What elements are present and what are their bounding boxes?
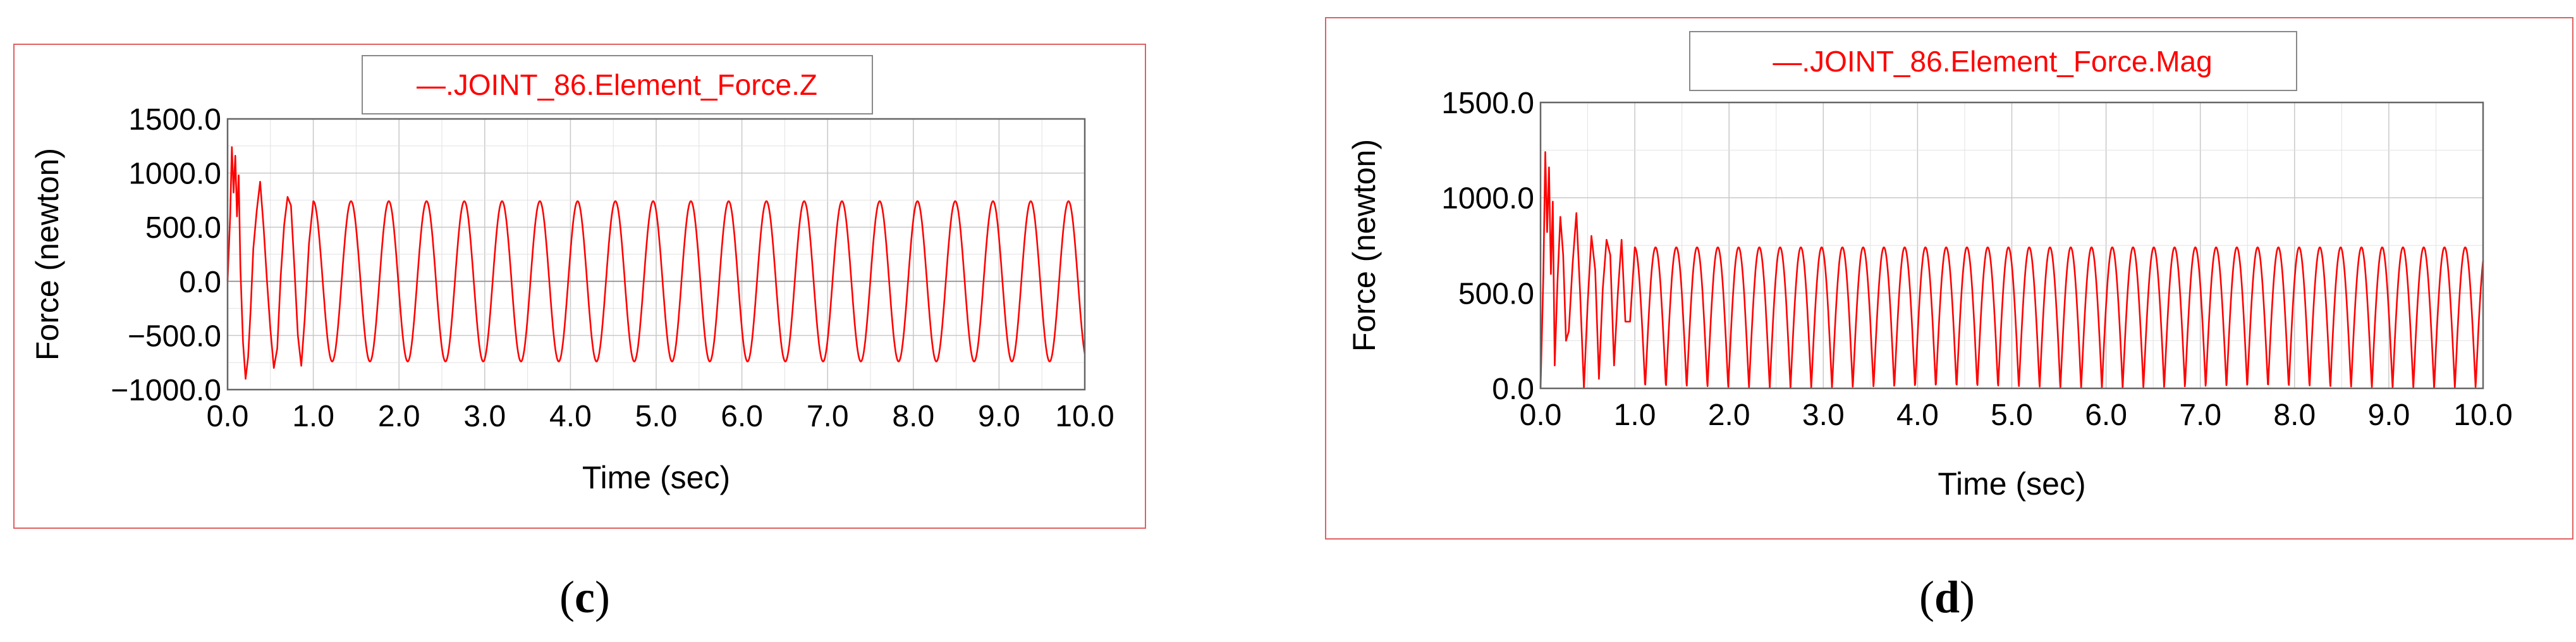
y-tick-label: 1500.0 [128,103,221,137]
x-tick-label: 4.0 [1896,398,1939,432]
x-tick-label: 8.0 [892,400,934,433]
x-tick-label: 9.0 [2368,398,2410,432]
legend-box [1689,31,2297,91]
x-tick-label: 0.0 [1520,398,1562,432]
y-tick-label: 1000.0 [128,157,221,191]
x-axis-label: Time (sec) [582,460,730,495]
legend-entry: —.JOINT_86.Element_Force.Z [417,68,817,101]
legend-box [362,55,873,114]
legend-entry: —.JOINT_86.Element_Force.Mag [1773,45,2212,78]
y-tick-label: 0.0 [1492,373,1534,406]
chart-frame [13,44,1146,529]
panel-caption: (c) [559,572,610,622]
x-tick-label: 1.0 [292,400,334,433]
x-tick-label: 8.0 [2273,398,2316,432]
x-tick-label: 1.0 [1614,398,1656,432]
x-tick-label: 9.0 [978,400,1020,433]
y-tick-label: 0.0 [179,266,221,299]
x-tick-label: 7.0 [807,400,849,433]
x-tick-label: 5.0 [635,400,678,433]
x-tick-label: 3.0 [463,400,506,433]
y-tick-label: 500.0 [1458,277,1534,311]
chart-panel-d: —.JOINT_86.Element_Force.Mag 0.0 1.0 2.0 3.0… [1325,17,2573,622]
x-tick-label: 4.0 [549,400,592,433]
x-tick-label: 10.0 [2453,398,2512,432]
series-line-0 [226,146,1086,380]
y-axis-label: Force (newton) [1346,139,1382,352]
y-tick-label: 1000.0 [1441,182,1534,216]
x-tick-label: 5.0 [1991,398,2033,432]
y-tick-label: −500.0 [128,319,221,353]
x-tick-label: 7.0 [2179,398,2221,432]
y-tick-label: 500.0 [145,211,221,245]
x-tick-label: 6.0 [721,400,763,433]
x-tick-label: 6.0 [2085,398,2127,432]
y-tick-label: −1000.0 [111,374,221,407]
y-tick-label: 1500.0 [1441,87,1534,120]
y-axis-label: Force (newton) [30,148,65,361]
x-tick-label: 3.0 [1802,398,1845,432]
x-tick-label: 0.0 [207,400,249,433]
x-tick-label: 10.0 [1055,400,1114,433]
x-axis-label: Time (sec) [1938,466,2085,502]
x-tick-label: 2.0 [1708,398,1750,432]
panel-caption: (d) [1919,572,1975,622]
plot-border [1539,101,2484,390]
series-line-0 [1539,151,2484,390]
plot-border [226,118,1086,391]
chart-panel-c: —.JOINT_86.Element_Force.Z 0.0 1.0 2.0 3.0 4.… [13,44,1146,622]
chart-frame [1325,17,2573,540]
x-tick-label: 2.0 [378,400,420,433]
